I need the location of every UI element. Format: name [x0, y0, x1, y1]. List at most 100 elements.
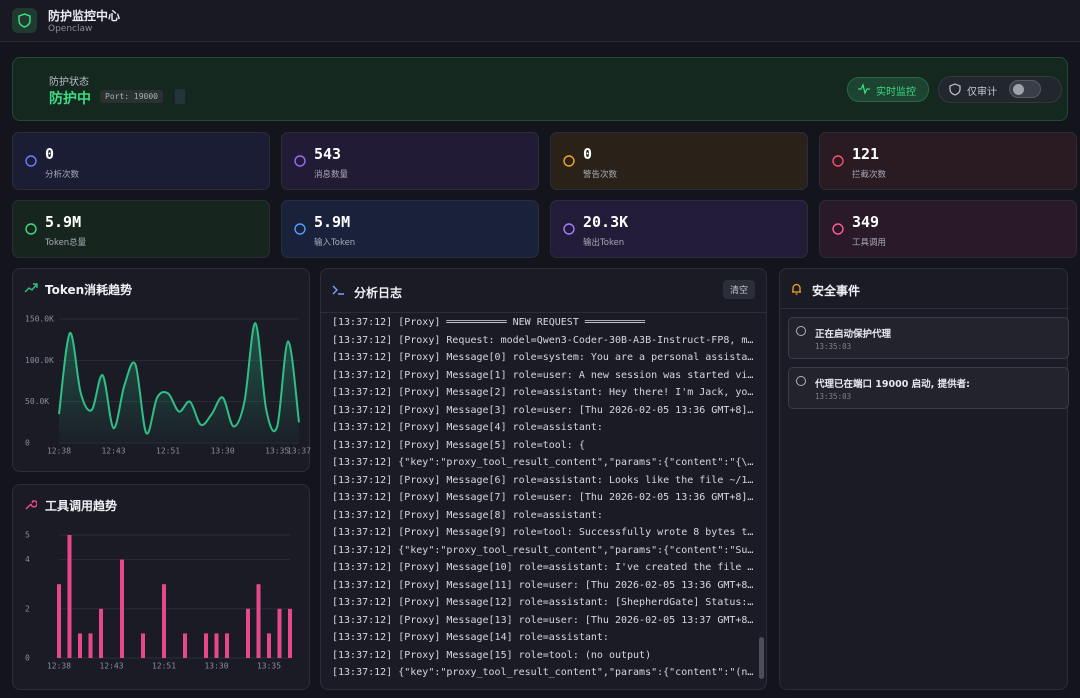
panel-title: 安全事件: [812, 284, 861, 298]
y-tick-label: 100.0K: [25, 356, 54, 365]
x-tick-label: 12:38: [47, 662, 71, 671]
token-panel: Token消耗趋势 0 50.0K 100.0K 150.0K 12:38 12:43 12…: [12, 268, 311, 472]
stat-value: 543: [314, 145, 342, 163]
bar: [78, 633, 82, 658]
log-line: [13:37:12] [Proxy] Message[3] role=user:…: [332, 404, 754, 416]
bar: [99, 608, 103, 658]
log-line: [13:37:12] [Proxy] Message[7] role=user:…: [332, 492, 754, 503]
stat-icon: [25, 223, 37, 235]
bar: [162, 584, 166, 658]
tool-chart: 0 2 4 5 12:38 12:43 12:51 13:30 13:35: [25, 531, 292, 671]
stat-icon: [832, 155, 844, 167]
log-line: [13:37:12] {"key":"proxy_tool_result_con…: [332, 457, 754, 468]
stat-card: 121 拦截次数: [819, 132, 1077, 190]
bar: [267, 633, 271, 658]
stat-label: 输出Token: [583, 238, 625, 248]
icon-shape: [832, 223, 844, 235]
log-line: [13:37:12] [Proxy] Message[15] role=tool…: [332, 649, 652, 661]
y-tick-label: 4: [25, 555, 30, 564]
panel-title: 工具调用趋势: [45, 499, 118, 513]
bar: [225, 633, 229, 658]
bar: [141, 633, 145, 658]
icon-shape: [294, 223, 306, 235]
logo: [12, 8, 37, 33]
event-time: 13:35:03: [815, 392, 852, 401]
log-line: [13:37:12] [Proxy] Message[1] role=user:…: [332, 369, 754, 381]
log-panel: 分析日志 清空 [13:37:12] [Proxy] ══════════ NE…: [320, 268, 767, 690]
log-line: [13:37:12] [Proxy] Message[13] role=user…: [332, 614, 754, 626]
stat-card: 0 警告次数: [550, 132, 808, 190]
log-line: [13:37:12] [Proxy] Message[4] role=assis…: [332, 422, 603, 433]
log-line: [13:37:12] [Proxy] Message[12] role=assi…: [332, 597, 754, 608]
stat-value: 5.9M: [314, 213, 351, 231]
bar: [256, 584, 261, 658]
log-line: [13:37:12] {"key":"proxy_tool_result_con…: [332, 667, 754, 678]
stat-value: 20.3K: [583, 213, 629, 231]
x-tick-label: 13:30: [211, 447, 235, 456]
x-tick-label: 12:51: [156, 447, 180, 456]
bar: [204, 633, 208, 658]
port-copy[interactable]: [175, 89, 185, 104]
x-tick-label: 13:37: [287, 447, 311, 456]
bar: [120, 559, 124, 658]
bar: [57, 584, 61, 658]
header: 防护监控中心 Openclaw: [0, 0, 1080, 42]
log-line: [13:37:12] [Proxy] Message[2] role=assis…: [332, 387, 754, 398]
stat-icon: [563, 223, 575, 235]
log-lines: [13:37:12] [Proxy] ══════════ NEW REQUES…: [321, 269, 766, 689]
icon-shape: [563, 223, 575, 235]
log-line: [13:37:12] {"key":"proxy_tool_result_con…: [332, 544, 754, 556]
stat-icon: [294, 223, 306, 235]
info-icon: [796, 376, 806, 386]
y-tick-label: 150.0K: [25, 315, 54, 324]
stat-value: 121: [852, 145, 880, 163]
x-tick-label: 13:35: [257, 662, 281, 671]
x-tick-label: 12:51: [152, 662, 176, 671]
divider: [321, 312, 766, 313]
bar: [67, 535, 72, 658]
icon-shape: [832, 155, 844, 167]
event-item[interactable]: 正在启动保护代理 13:35:03: [788, 317, 1069, 359]
stat-icon: [294, 155, 306, 167]
y-tick-label: 50.0K: [25, 397, 49, 406]
terminal-icon: [332, 285, 344, 295]
stat-label: 工具调用: [852, 238, 887, 248]
scrollbar[interactable]: [759, 637, 764, 679]
log-line: [13:37:12] [Proxy] Message[5] role=tool:…: [332, 439, 585, 451]
bell-icon: [792, 283, 801, 295]
event-time: 13:35:03: [815, 342, 852, 351]
x-tick-label: 12:43: [99, 662, 123, 671]
x-tick-label: 12:43: [101, 447, 125, 456]
y-tick-label: 5: [25, 531, 30, 540]
y-tick-label: 0: [25, 439, 30, 448]
event-text: 正在启动保护代理: [815, 329, 892, 340]
stat-value: 0: [45, 145, 55, 163]
x-tick-label: 13:30: [204, 662, 228, 671]
event-item[interactable]: 代理已在端口 19000 启动, 提供者: 13:35:03: [788, 367, 1069, 409]
line: [58, 322, 300, 435]
tool-panel: 工具调用趋势 0 2 4 5 12:38 12:43 12:51 13:30 13:35: [12, 484, 310, 690]
event-text: 代理已在端口 19000 启动, 提供者:: [815, 379, 970, 390]
stat-label: 消息数量: [314, 170, 349, 180]
log-line: [13:37:12] [Proxy] Message[6] role=assis…: [332, 474, 754, 486]
log-line: [13:37:12] [Proxy] ══════════ NEW REQUES…: [332, 317, 646, 328]
stat-card: 20.3K 输出Token: [550, 200, 808, 258]
icon-shape: [796, 326, 806, 336]
log-line: [13:37:12] [Proxy] Message[10] role=assi…: [332, 562, 754, 573]
log-line: [13:37:12] [Proxy] Message[11] role=user…: [332, 579, 754, 591]
log-line: [13:37:12] [Proxy] Message[9] role=tool:…: [332, 527, 754, 538]
log-line: [13:37:12] [Proxy] Message[8] role=assis…: [332, 509, 603, 521]
status-panel: 防护状态 防护中 Port: 19000 实时监控 仅审计: [12, 57, 1068, 121]
audit-toggle[interactable]: 仅审计: [938, 76, 1062, 103]
toggle-switch[interactable]: [1009, 80, 1041, 98]
panel-title: Token消耗趋势: [45, 283, 133, 297]
stat-value: 0: [583, 145, 593, 163]
x-tick-label: 12:38: [47, 447, 71, 456]
stat-card: 0 分析次数: [12, 132, 270, 190]
trend-icon: [24, 283, 38, 293]
stat-label: 分析次数: [45, 170, 80, 180]
log-line: [13:37:12] [Proxy] Request: model=Qwen3-…: [332, 334, 754, 346]
clear-button[interactable]: 清空: [723, 280, 756, 299]
bar: [214, 633, 219, 658]
